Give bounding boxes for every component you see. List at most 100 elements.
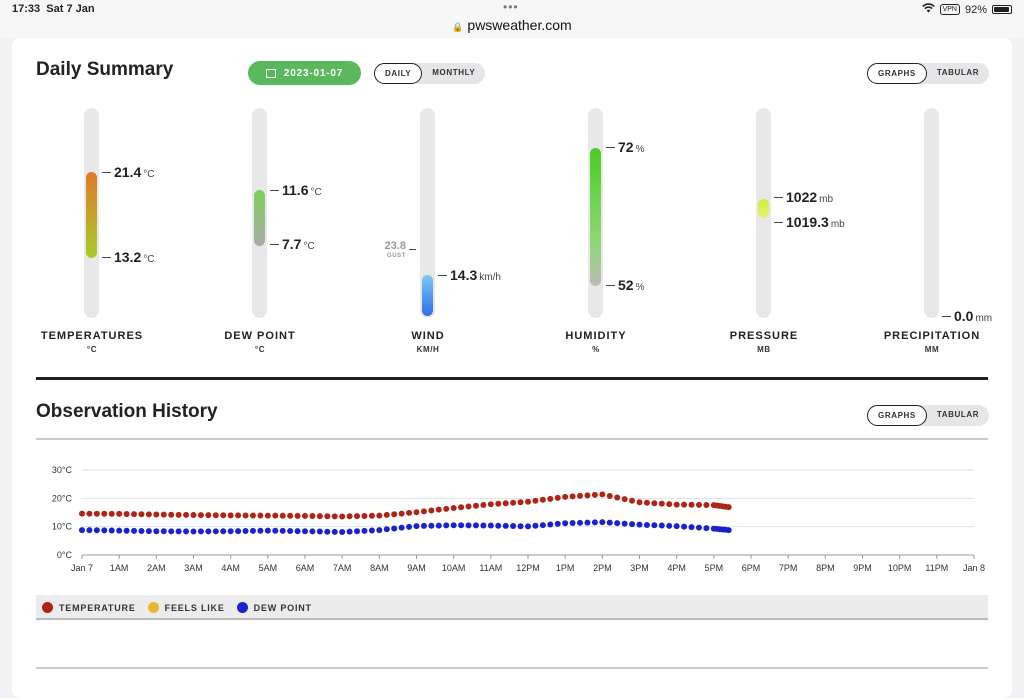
data-point [272, 527, 279, 534]
data-point [242, 527, 249, 534]
x-tick-label: 1AM [110, 563, 129, 573]
multitask-dots-icon[interactable]: ••• [503, 0, 519, 14]
toggle-daily[interactable]: DAILY [374, 63, 423, 84]
ios-status-bar: 17:33 Sat 7 Jan ••• 🔒 pwsweather.com VPN… [0, 0, 1024, 38]
vpn-badge: VPN [939, 4, 960, 15]
data-point [658, 522, 665, 529]
wifi-icon [921, 3, 935, 16]
table-divider [36, 667, 988, 669]
data-point [599, 519, 606, 526]
data-point [539, 496, 546, 503]
data-point [547, 521, 554, 528]
data-point [495, 522, 502, 529]
x-tick-label: 6AM [296, 563, 315, 573]
data-point [413, 523, 420, 530]
data-point [458, 504, 465, 511]
data-point [420, 508, 427, 515]
data-point [264, 527, 271, 534]
data-point [287, 512, 294, 519]
data-point [376, 527, 383, 534]
x-tick-label: 10PM [888, 563, 912, 573]
data-point [175, 511, 182, 518]
dew-point-unit-label: °C [254, 345, 266, 354]
data-point [666, 522, 673, 529]
legend-feels-like-dot [147, 602, 159, 613]
pressure-low-tick [774, 222, 783, 223]
data-point [443, 522, 450, 529]
data-point [175, 528, 182, 535]
legend-dew-point[interactable]: DEW POINT [236, 602, 312, 613]
legend-dew-point-dot [236, 602, 248, 613]
data-point [629, 497, 636, 504]
section-divider [36, 377, 988, 380]
data-point [302, 512, 308, 519]
data-point [116, 527, 123, 534]
data-point [294, 512, 301, 519]
data-point [487, 501, 494, 508]
x-tick-label: 4AM [221, 563, 240, 573]
legend-temperature[interactable]: TEMPERATURE [42, 602, 136, 613]
history-toggle-tabular[interactable]: TABULAR [936, 410, 980, 419]
humidity-high-value: 72% [618, 139, 645, 155]
data-point [86, 527, 93, 534]
data-point [361, 527, 368, 534]
data-point [413, 509, 420, 516]
dew-point-gauge [252, 108, 267, 318]
x-tick-label: 3AM [184, 563, 203, 573]
data-point [599, 491, 606, 498]
data-point [443, 505, 450, 512]
data-point [517, 523, 524, 530]
data-point [517, 499, 524, 506]
data-point [249, 512, 256, 519]
toggle-graphs[interactable]: GRAPHS [867, 63, 927, 84]
data-point [346, 528, 353, 535]
humidity-low-value: 52% [618, 277, 645, 293]
data-point [480, 502, 487, 509]
dew-point-range-bar [254, 190, 265, 246]
data-point [487, 522, 494, 529]
legend-dew-point-label: DEW POINT [253, 602, 312, 613]
temperature-gauge [84, 108, 99, 318]
data-point [450, 504, 457, 511]
y-tick-label: 0°C [57, 550, 73, 560]
data-point [168, 528, 175, 535]
temperature-low-value: 13.2 °C [114, 249, 155, 265]
observation-chart[interactable]: 0°C 10°C 20°C 30°C Jan 7 1AM 2AM 3AM 4AM 5AM 6AM 7… [24, 458, 1000, 588]
wind-range-bar [422, 275, 433, 316]
data-point [183, 528, 190, 535]
toggle-monthly[interactable]: MONTHLY [432, 68, 476, 77]
data-point [554, 494, 561, 501]
data-point [591, 491, 598, 498]
data-point [688, 524, 695, 531]
data-point [577, 519, 584, 526]
wind-speed-tick [438, 275, 447, 276]
lock-icon: 🔒 [452, 22, 464, 32]
date-picker-button[interactable]: 2023-01-07 [248, 61, 361, 85]
data-point [331, 513, 338, 520]
data-point [621, 496, 628, 503]
data-point [406, 509, 413, 516]
legend-temperature-label: TEMPERATURE [59, 602, 136, 613]
data-point [391, 525, 398, 532]
legend-feels-like[interactable]: FEELS LIKE [147, 602, 225, 613]
pressure-range-bar [758, 199, 769, 218]
data-point [606, 519, 613, 526]
history-toggle-graphs[interactable]: GRAPHS [867, 405, 927, 426]
data-point [302, 528, 308, 535]
chart-legend: TEMPERATURE FEELS LIKE DEW POINT [36, 595, 988, 620]
data-point [168, 511, 175, 518]
data-point [235, 528, 242, 535]
toggle-tabular[interactable]: TABULAR [936, 68, 980, 77]
x-tick-label: Jan 8 [963, 563, 985, 573]
wind-unit-label: KM/H [416, 345, 440, 354]
calendar-icon [265, 68, 276, 78]
data-point [368, 512, 375, 519]
data-point [197, 528, 204, 535]
data-point [264, 512, 271, 519]
address-bar[interactable]: 🔒 pwsweather.com [452, 17, 572, 33]
dew-point-low-value: 7.7 °C [282, 236, 315, 252]
data-point [368, 527, 375, 534]
data-point [420, 522, 427, 529]
data-point [643, 499, 650, 506]
data-point [658, 500, 665, 507]
